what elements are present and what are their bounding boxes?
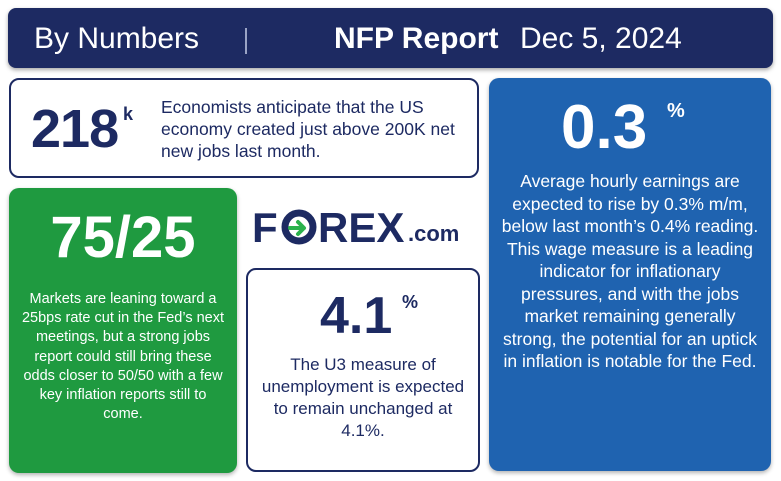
jobs-description: Economists anticipate that the US econom…: [161, 97, 455, 161]
svg-text:REX: REX: [318, 204, 404, 248]
unemployment-description: The U3 measure of unemployment is expect…: [261, 355, 465, 440]
report-date: Dec 5, 2024: [520, 22, 682, 55]
unemployment-suffix: %: [402, 292, 419, 312]
forex-logo-mark: F REX .com: [252, 204, 459, 251]
report-title: NFP Report: [334, 22, 499, 55]
jobs-card: 218 k Economists anticipate that the US …: [9, 78, 479, 178]
svg-text:F: F: [252, 204, 278, 248]
earnings-suffix: %: [667, 100, 685, 122]
fed-odds-description: Markets are leaning toward a 25bps rate …: [21, 291, 225, 423]
section-label: By Numbers: [34, 22, 200, 55]
fed-odds-value: 75/25: [50, 205, 196, 270]
unemployment-card: 4.1 % The U3 measure of unemployment is …: [246, 268, 480, 472]
earnings-card: 0.3 % Average hourly earnings are expect…: [489, 78, 771, 471]
svg-text:.com: .com: [408, 221, 459, 246]
forex-logo: F REX .com: [252, 204, 472, 251]
jobs-value: 218: [31, 99, 119, 159]
header-divider: [245, 28, 247, 54]
earnings-value: 0.3: [561, 93, 648, 162]
jobs-suffix: k: [123, 104, 134, 124]
header-banner: By Numbers NFP Report Dec 5, 2024: [8, 8, 773, 68]
fed-odds-card: 75/25 Markets are leaning toward a 25bps…: [9, 188, 237, 473]
earnings-description: Average hourly earnings are expected to …: [501, 171, 759, 371]
unemployment-value: 4.1: [320, 287, 393, 345]
